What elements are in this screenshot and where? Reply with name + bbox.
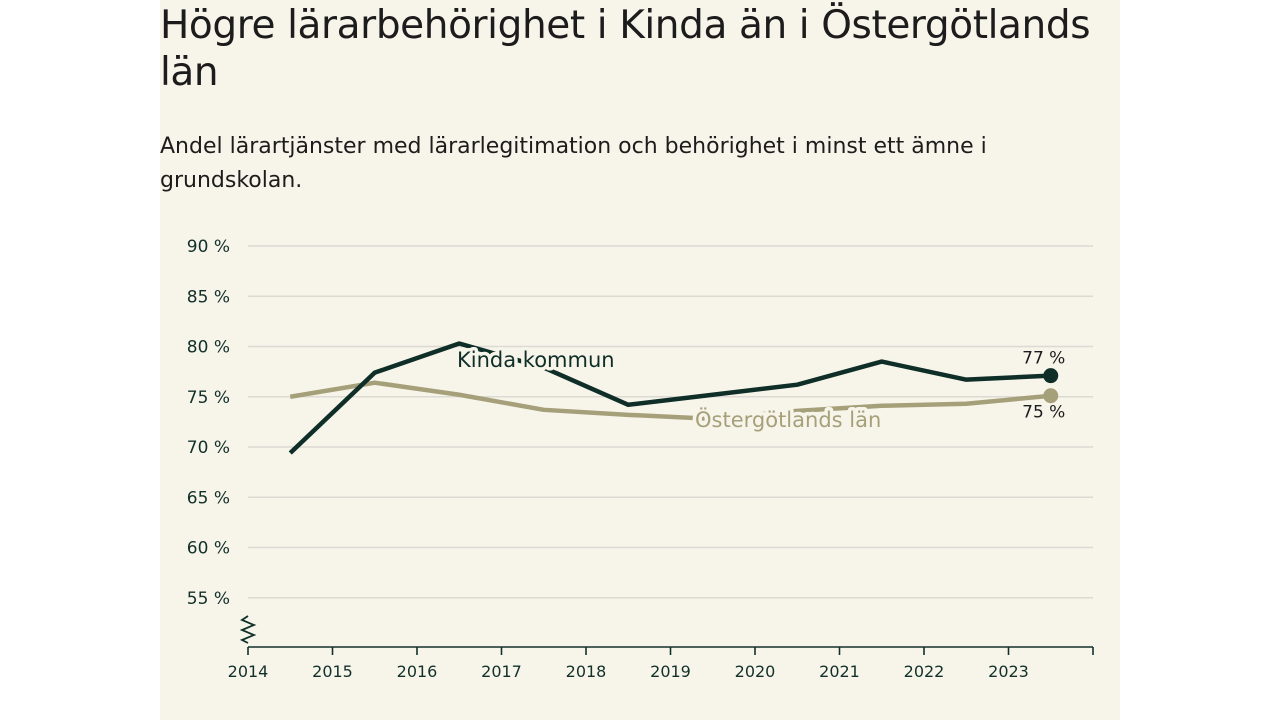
x-tick-label: 2014 — [228, 662, 269, 681]
axis-break-icon — [239, 615, 257, 644]
x-tick-label: 2021 — [819, 662, 860, 681]
x-tick-label: 2023 — [988, 662, 1029, 681]
series-label-kinda: Kinda kommun — [457, 348, 615, 372]
y-tick-label: 60 % — [187, 539, 230, 559]
y-tick-label: 90 % — [187, 237, 230, 257]
x-tick-label: 2020 — [735, 662, 776, 681]
y-tick-label: 55 % — [187, 589, 230, 609]
series-lines — [288, 341, 1059, 455]
end-value-kinda: 77 % — [1022, 349, 1065, 369]
y-tick-label: 65 % — [187, 488, 230, 508]
y-tick-label: 85 % — [187, 287, 230, 307]
series-kinda-line — [288, 341, 1051, 455]
y-tick-label: 75 % — [187, 388, 230, 408]
y-tick-label: 80 % — [187, 338, 230, 358]
series-lan-line — [289, 380, 1051, 422]
axes: 90 % 85 % 80 % 75 % 70 % 65 % 60 % 55 % 2014 2015… — [187, 237, 1094, 681]
x-tick-label: 2022 — [904, 662, 945, 681]
labels: Kinda kommun Östergötlands län 77 % 75 % — [454, 345, 1066, 436]
x-tick-label: 2016 — [397, 662, 438, 681]
x-tick-label: 2018 — [566, 662, 607, 681]
chart-panel: Högre lärarbehörighet i Kinda än i Öster… — [160, 0, 1120, 720]
chart-title: Högre lärarbehörighet i Kinda än i Öster… — [160, 3, 1091, 95]
chart-subtitle: Andel lärartjänster med lärarlegitimatio… — [160, 134, 987, 193]
x-tick-label: 2015 — [312, 662, 353, 681]
end-value-lan: 75 % — [1022, 403, 1065, 423]
x-tick-label: 2017 — [481, 662, 522, 681]
series-label-lan: Östergötlands län — [695, 407, 881, 432]
x-tick-label: 2019 — [650, 662, 691, 681]
y-tick-label: 70 % — [187, 438, 230, 458]
gridlines — [248, 245, 1093, 599]
series-kinda-end-marker — [1043, 368, 1059, 384]
series-lan-end-marker — [1043, 388, 1059, 404]
line-chart: 90 % 85 % 80 % 75 % 70 % 65 % 60 % 55 % 2014 2015… — [187, 237, 1094, 681]
